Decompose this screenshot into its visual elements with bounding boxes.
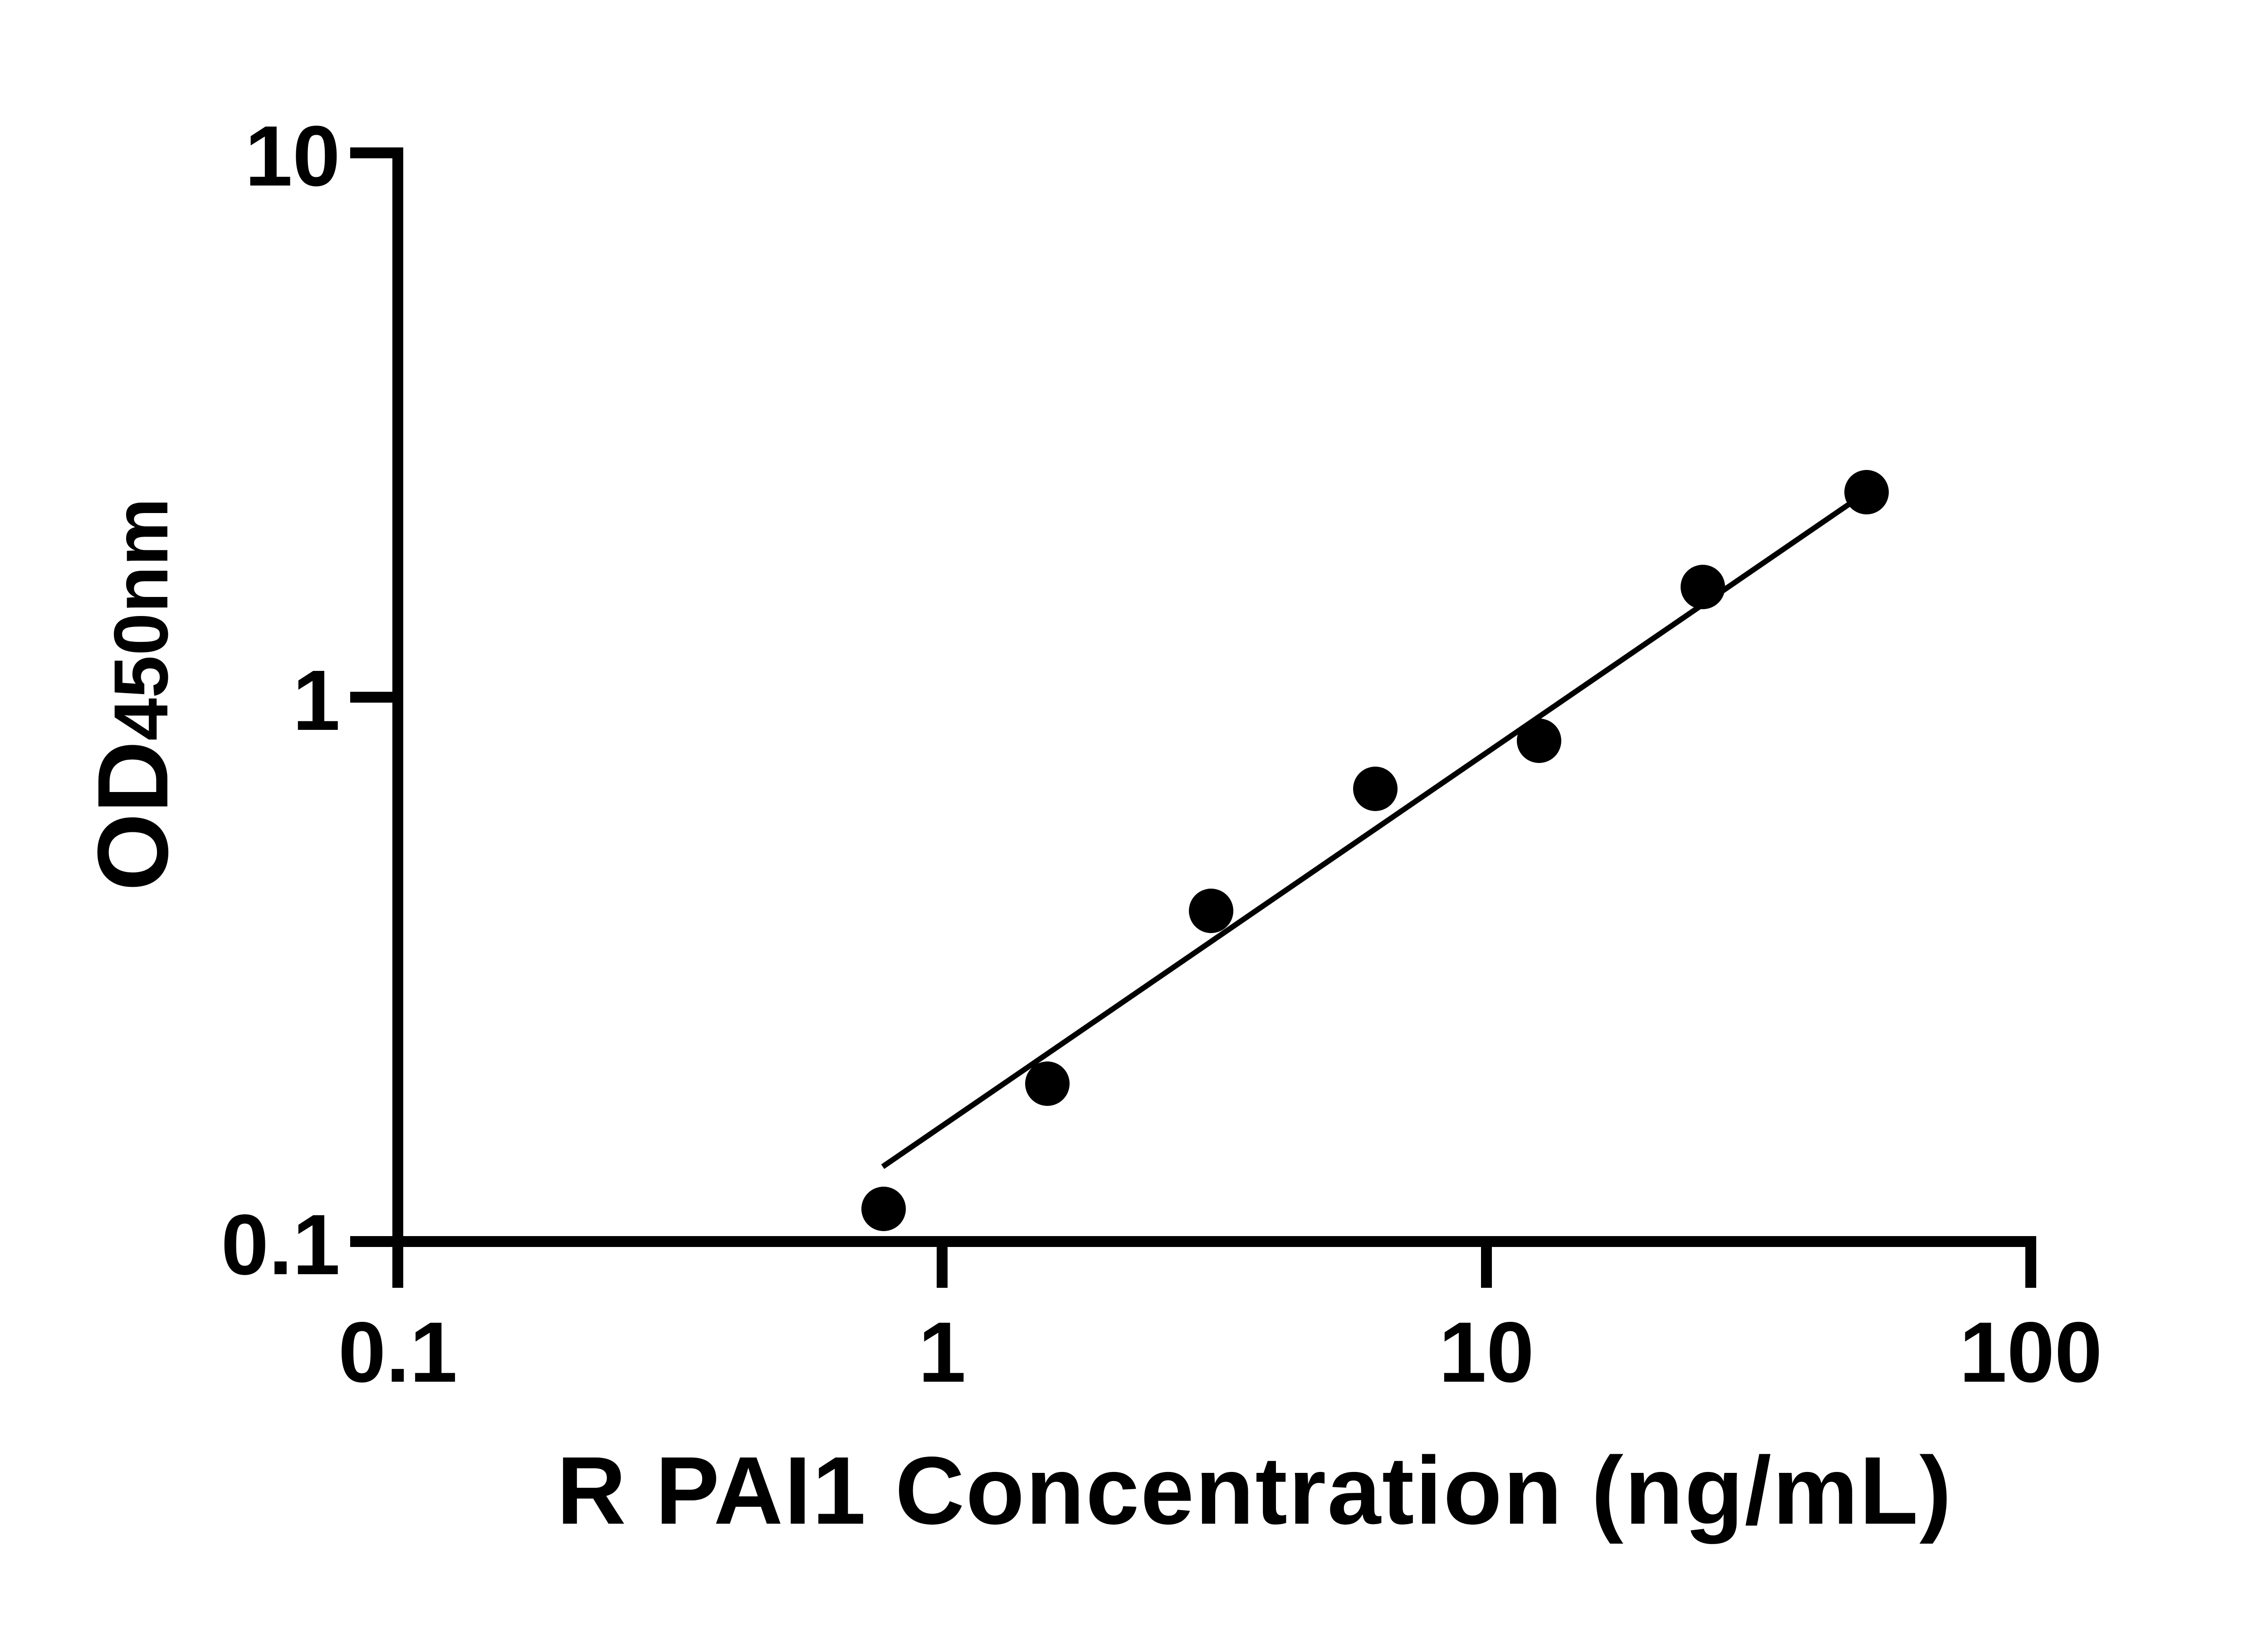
- svg-text:OD450nm: OD450nm: [77, 498, 189, 891]
- svg-text:1: 1: [918, 1305, 966, 1400]
- svg-text:100: 100: [1959, 1305, 2102, 1400]
- svg-text:0.1: 0.1: [221, 1197, 340, 1293]
- svg-text:10: 10: [1439, 1305, 1534, 1400]
- svg-text:R PAI1 Concentration (ng/mL): R PAI1 Concentration (ng/mL): [557, 1437, 1953, 1544]
- svg-text:1: 1: [293, 653, 340, 748]
- svg-text:10: 10: [245, 108, 340, 204]
- svg-text:0.1: 0.1: [338, 1305, 458, 1400]
